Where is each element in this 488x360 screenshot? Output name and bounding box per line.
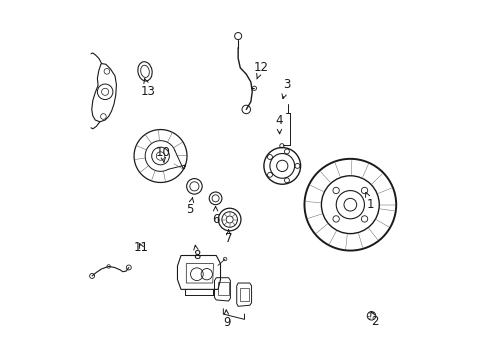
Text: 4: 4 xyxy=(275,113,282,134)
Text: 10: 10 xyxy=(155,146,170,162)
Text: 1: 1 xyxy=(365,192,374,211)
Text: 2: 2 xyxy=(370,311,378,328)
Text: 3: 3 xyxy=(282,78,290,99)
Text: 12: 12 xyxy=(253,60,268,79)
Text: 8: 8 xyxy=(193,245,200,262)
Text: 9: 9 xyxy=(223,310,230,329)
Text: 6: 6 xyxy=(211,207,219,226)
Text: 7: 7 xyxy=(224,230,232,246)
Text: 5: 5 xyxy=(186,198,193,216)
Text: 11: 11 xyxy=(134,241,149,254)
Text: 13: 13 xyxy=(141,78,156,98)
